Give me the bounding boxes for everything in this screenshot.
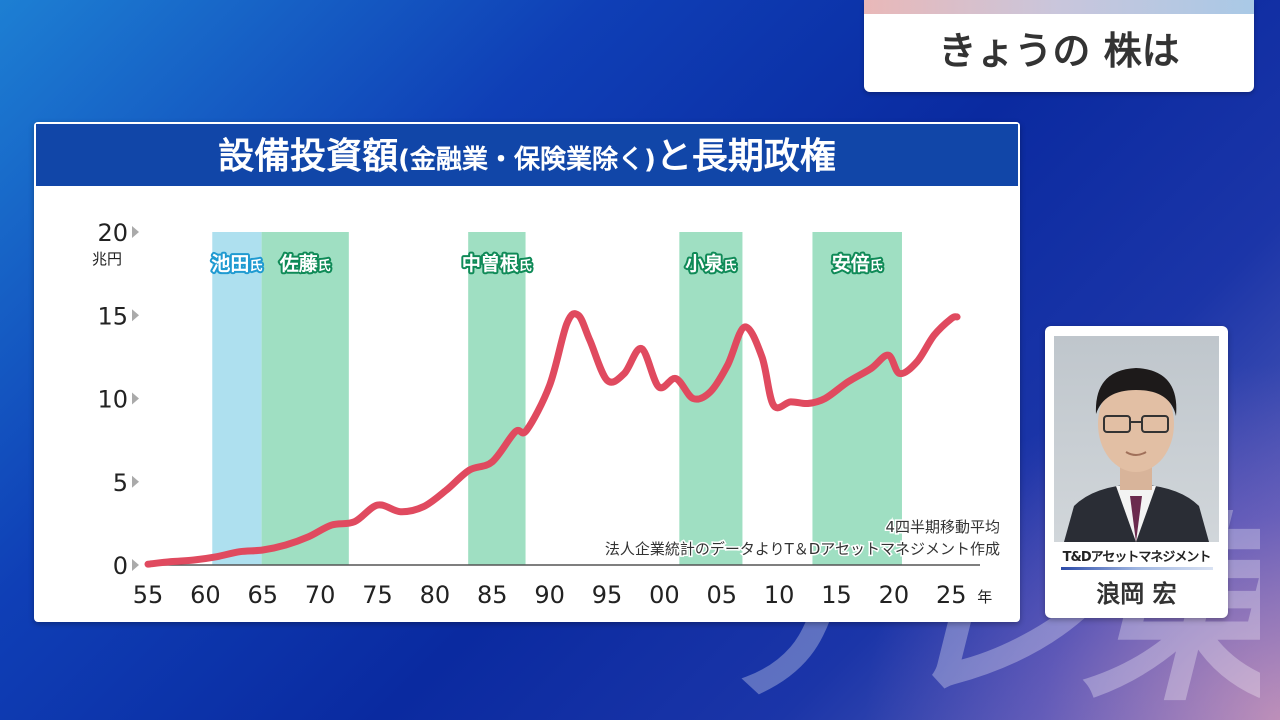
y-tick-label-4: 20 [97,219,128,247]
person-portrait-icon [1064,368,1209,542]
x-tick-label-3: 70 [305,581,336,609]
data-series-line [144,310,961,568]
period-label-3: 小泉氏 [685,252,736,275]
chart-title-tail: と長期政権 [655,136,836,177]
segment-title: きょうの 株は [938,29,1180,73]
period-name-0: 池田 [211,252,249,275]
x-unit-label: 年 [977,588,992,606]
x-tick-label-11: 10 [764,581,795,609]
y-tick-arrow-4 [132,226,139,238]
x-tick-label-5: 80 [420,581,451,609]
commentator-photo [1054,336,1219,542]
y-unit-label: 兆円 [92,250,122,268]
y-tick-arrow-2 [132,392,139,405]
y-tick-arrow-0 [132,559,139,571]
chart-title: 設備投資額(金融業・保険業除く)と長期政権 [34,122,1020,188]
chart-title-main: 設備投資額 [218,136,399,177]
annotation-line-0: 4四半期移動平均 [885,518,1000,536]
period-suffix-3: 氏 [723,259,736,274]
period-suffix-4: 氏 [870,259,883,274]
x-tick-label-9: 00 [649,581,680,609]
x-tick-label-7: 90 [534,581,565,609]
segment-title-bar [864,0,1254,14]
period-suffix-1: 氏 [318,259,331,274]
x-tick-label-13: 20 [879,581,910,609]
segment-title-box: きょうの 株は [864,0,1254,92]
y-tick-arrow-1 [132,475,139,488]
y-tick-label-0: 0 [113,552,128,580]
x-tick-label-6: 85 [477,581,508,609]
chart-panel: 池田氏 佐藤氏 中曽根氏 小泉氏 安倍氏 0 5 10 15 20 兆円 55 60 65 70 75 80 8… [34,122,1020,622]
period-name-2: 中曽根 [462,252,519,275]
period-label-0: 池田氏 [211,252,262,275]
y-tick-label-3: 15 [97,302,128,330]
period-label-1: 佐藤氏 [279,252,331,275]
annotation-line-1: 法人企業統計のデータよりT＆Dアセットマネジメント作成 [605,540,1000,558]
x-tick-label-8: 95 [592,581,623,609]
x-tick-label-1: 60 [190,581,221,609]
x-tick-label-0: 55 [133,581,164,609]
commentator-card: T&Dアセットマネジメント 浪岡 宏 [1045,326,1228,618]
organization-underline [1061,567,1213,570]
y-tick-label-2: 10 [97,386,128,414]
period-band-2 [468,232,526,565]
y-tick-label-1: 5 [113,469,128,497]
period-name-3: 小泉 [685,252,724,275]
x-tick-label-10: 05 [707,581,738,609]
x-tick-label-14: 25 [936,581,967,609]
period-bands [212,232,902,565]
x-tick-label-12: 15 [821,581,852,609]
period-suffix-0: 氏 [249,259,262,274]
period-name-1: 佐藤 [279,252,319,275]
period-label-4: 安倍氏 [832,252,883,275]
period-label-2: 中曽根氏 [462,252,532,275]
period-band-0 [212,232,262,565]
period-suffix-2: 氏 [519,259,532,274]
commentator-name: 浪岡 宏 [1096,580,1177,608]
x-tick-label-4: 75 [362,581,393,609]
period-name-4: 安倍 [832,252,870,275]
y-tick-arrow-3 [132,309,139,322]
data-line [144,310,961,568]
x-tick-label-2: 65 [247,581,278,609]
chart-title-paren: (金融業・保険業除く) [398,145,656,175]
period-labels: 池田氏 佐藤氏 中曽根氏 小泉氏 安倍氏 [209,250,884,277]
period-band-1 [261,232,349,565]
commentator-organization: T&Dアセットマネジメント [1062,550,1212,565]
